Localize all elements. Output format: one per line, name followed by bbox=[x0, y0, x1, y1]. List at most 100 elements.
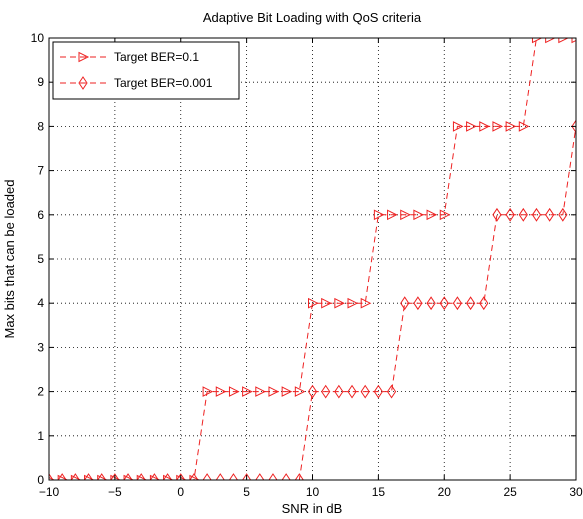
y-tick-label: 1 bbox=[37, 429, 44, 443]
data-point bbox=[215, 386, 227, 397]
data-point bbox=[360, 384, 370, 399]
data-point bbox=[255, 386, 266, 397]
y-tick-label: 7 bbox=[37, 164, 44, 178]
data-point bbox=[373, 209, 385, 221]
x-tick-label: 5 bbox=[243, 485, 250, 499]
y-tick-label: 3 bbox=[37, 340, 44, 354]
data-point bbox=[83, 473, 94, 480]
data-point bbox=[136, 473, 146, 480]
data-point bbox=[228, 386, 240, 397]
data-point bbox=[202, 386, 214, 397]
y-axis-label: Max bits that can be loaded bbox=[2, 180, 17, 339]
data-point bbox=[162, 473, 173, 480]
data-point bbox=[215, 473, 225, 480]
tick-group: −10 −5 0 5 10 15 20 25 30 0 1 2 3 4 5 6 7 8 9 10 bbox=[31, 31, 583, 499]
data-point bbox=[400, 209, 411, 221]
data-point bbox=[531, 38, 543, 44]
data-point bbox=[70, 473, 80, 480]
data-point bbox=[281, 386, 293, 397]
data-point bbox=[531, 207, 542, 222]
legend-label: Target BER=0.001 bbox=[114, 76, 213, 90]
y-tick-label: 5 bbox=[37, 252, 44, 266]
chart-title: Adaptive Bit Loading with QoS criteria bbox=[203, 10, 422, 25]
data-point bbox=[149, 473, 160, 480]
y-tick-label: 6 bbox=[37, 208, 44, 222]
data-point bbox=[294, 473, 304, 480]
data-point bbox=[163, 474, 174, 480]
data-point bbox=[228, 473, 239, 480]
data-point bbox=[413, 209, 425, 221]
y-tick-label: 8 bbox=[37, 119, 44, 133]
grid bbox=[49, 38, 576, 480]
data-point bbox=[123, 474, 135, 480]
data-point bbox=[465, 296, 476, 311]
legend: Target BER=0.1 Target BER=0.001 bbox=[52, 41, 240, 100]
data-point bbox=[70, 474, 82, 480]
data-point bbox=[176, 473, 186, 480]
x-tick-label: 15 bbox=[372, 485, 386, 499]
data-point bbox=[202, 473, 212, 480]
y-tick-label: 9 bbox=[37, 75, 44, 89]
data-point bbox=[57, 474, 69, 480]
data-point bbox=[452, 296, 463, 311]
x-tick-label: −10 bbox=[39, 485, 60, 499]
data-point bbox=[505, 121, 517, 132]
data-point bbox=[426, 296, 436, 311]
x-tick-label: 30 bbox=[569, 485, 583, 499]
x-tick-label: 10 bbox=[306, 485, 320, 499]
data-point bbox=[505, 207, 515, 222]
data-point bbox=[242, 386, 253, 397]
data-point bbox=[413, 296, 423, 311]
data-point bbox=[426, 209, 438, 221]
y-tick-label: 4 bbox=[37, 296, 44, 310]
data-point bbox=[558, 38, 569, 44]
data-point bbox=[281, 473, 291, 480]
data-point bbox=[308, 297, 319, 309]
series-group bbox=[49, 38, 576, 480]
legend-box bbox=[52, 41, 240, 100]
data-point bbox=[492, 207, 502, 222]
data-point bbox=[57, 473, 67, 480]
data-point bbox=[334, 297, 345, 309]
data-point bbox=[334, 384, 344, 399]
data-point bbox=[189, 473, 199, 480]
data-point bbox=[49, 473, 54, 480]
data-point bbox=[400, 296, 410, 311]
data-point bbox=[189, 474, 201, 480]
data-point bbox=[347, 384, 357, 399]
data-point bbox=[136, 474, 148, 480]
data-point bbox=[492, 121, 504, 132]
series-2 bbox=[49, 119, 576, 480]
data-point bbox=[373, 384, 383, 399]
x-tick-label: 0 bbox=[177, 485, 184, 499]
data-point bbox=[518, 207, 528, 222]
data-point bbox=[84, 474, 95, 480]
data-point bbox=[545, 38, 556, 44]
data-point bbox=[360, 297, 372, 309]
data-point bbox=[452, 121, 464, 132]
data-point bbox=[466, 121, 477, 132]
data-point bbox=[242, 473, 252, 480]
data-point bbox=[386, 384, 397, 399]
data-point bbox=[321, 384, 331, 399]
data-point bbox=[439, 209, 451, 221]
legend-entry: Target BER=0.001 bbox=[60, 76, 213, 90]
data-point bbox=[479, 296, 489, 311]
y-tick-label: 10 bbox=[31, 31, 45, 45]
y-tick-label: 0 bbox=[37, 473, 44, 487]
data-point bbox=[479, 121, 490, 132]
data-point bbox=[123, 473, 133, 480]
data-point bbox=[97, 474, 108, 480]
legend-marker bbox=[78, 51, 90, 63]
y-tick-label: 2 bbox=[37, 385, 44, 399]
x-tick-label: −5 bbox=[108, 485, 122, 499]
data-point bbox=[571, 119, 576, 134]
legend-marker bbox=[78, 76, 88, 90]
data-point bbox=[255, 473, 265, 480]
x-axis-label: SNR in dB bbox=[282, 501, 343, 516]
data-point bbox=[149, 474, 161, 480]
data-point bbox=[518, 121, 530, 132]
data-point bbox=[347, 297, 359, 309]
data-point bbox=[294, 386, 306, 397]
